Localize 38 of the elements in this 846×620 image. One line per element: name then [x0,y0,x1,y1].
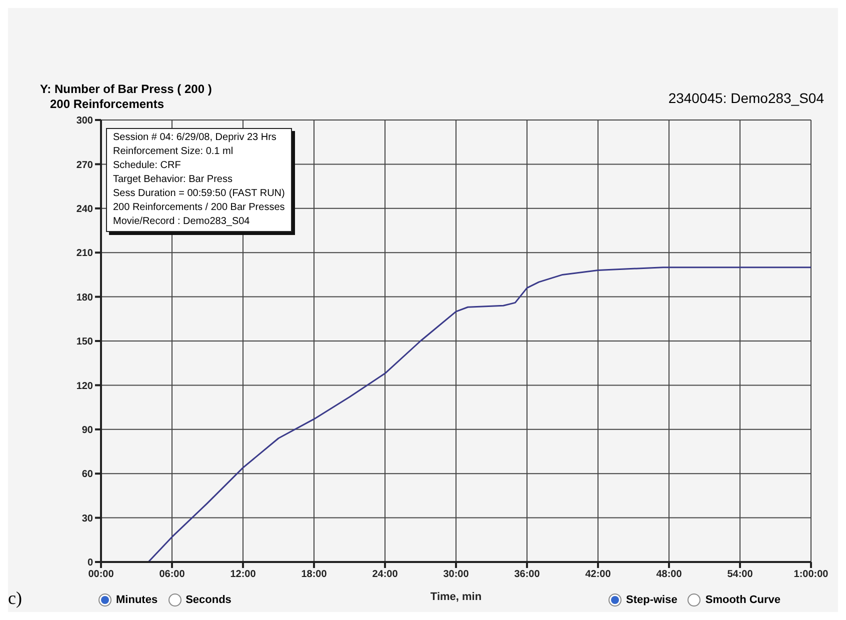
annotation: Target Behavior: Bar Press [113,173,234,187]
annotation: Session # 04: 6/29/08, Depriv 23 Hrs [113,131,278,145]
x-tick-label: 36:00 [514,569,540,580]
annotation: Reinforcement Size: 0.1 ml [113,145,234,159]
y-tick-label: 30 [82,513,94,524]
y-tick-label: 270 [76,160,94,171]
x-tick-label: 24:00 [372,569,398,580]
y-tick-label: 300 [76,116,94,127]
y-tick-label: 0 [87,558,94,569]
annotation: 200 Reinforcements / 200 Bar Presses [113,201,285,215]
text: Step-wise [626,594,678,606]
text: Minutes [116,594,158,606]
text: c) [8,588,22,609]
x-axis-title: Time, min [430,591,482,603]
chart-title: Y: Number of Bar Press ( 200 ) [40,82,212,96]
y-tick-label: 210 [76,248,94,260]
y-tick-label: 60 [82,469,94,480]
annotation: Movie/Record : Demo283_S04 [113,215,251,229]
y-tick-label: 120 [76,380,94,392]
y-tick-label: 180 [76,292,94,304]
x-tick-label: 06:00 [159,569,186,580]
x-tick-label: 00:00 [88,569,114,580]
text: Smooth Curve [704,594,781,606]
text: 2340045: Demo283_S04 [668,90,824,106]
x-tick-label: 30:00 [443,569,470,580]
annotation: Sess Duration = 00:59:50 (FAST RUN) [113,187,285,201]
x-tick-label: 1:00:00 [794,569,829,580]
chart-subtitle: 200 Reinforcements [50,97,164,111]
annotation: Schedule: CRF [113,159,182,173]
x-tick-label: 42:00 [585,569,612,580]
text: Seconds [184,594,232,606]
y-tick-label: 90 [82,424,94,436]
x-tick-label: 54:00 [727,569,754,580]
x-tick-label: 12:00 [230,569,256,580]
x-tick-label: 18:00 [301,569,328,580]
y-tick-label: 150 [76,336,94,348]
y-tick-label: 240 [76,204,94,215]
x-tick-label: 48:00 [656,569,682,580]
